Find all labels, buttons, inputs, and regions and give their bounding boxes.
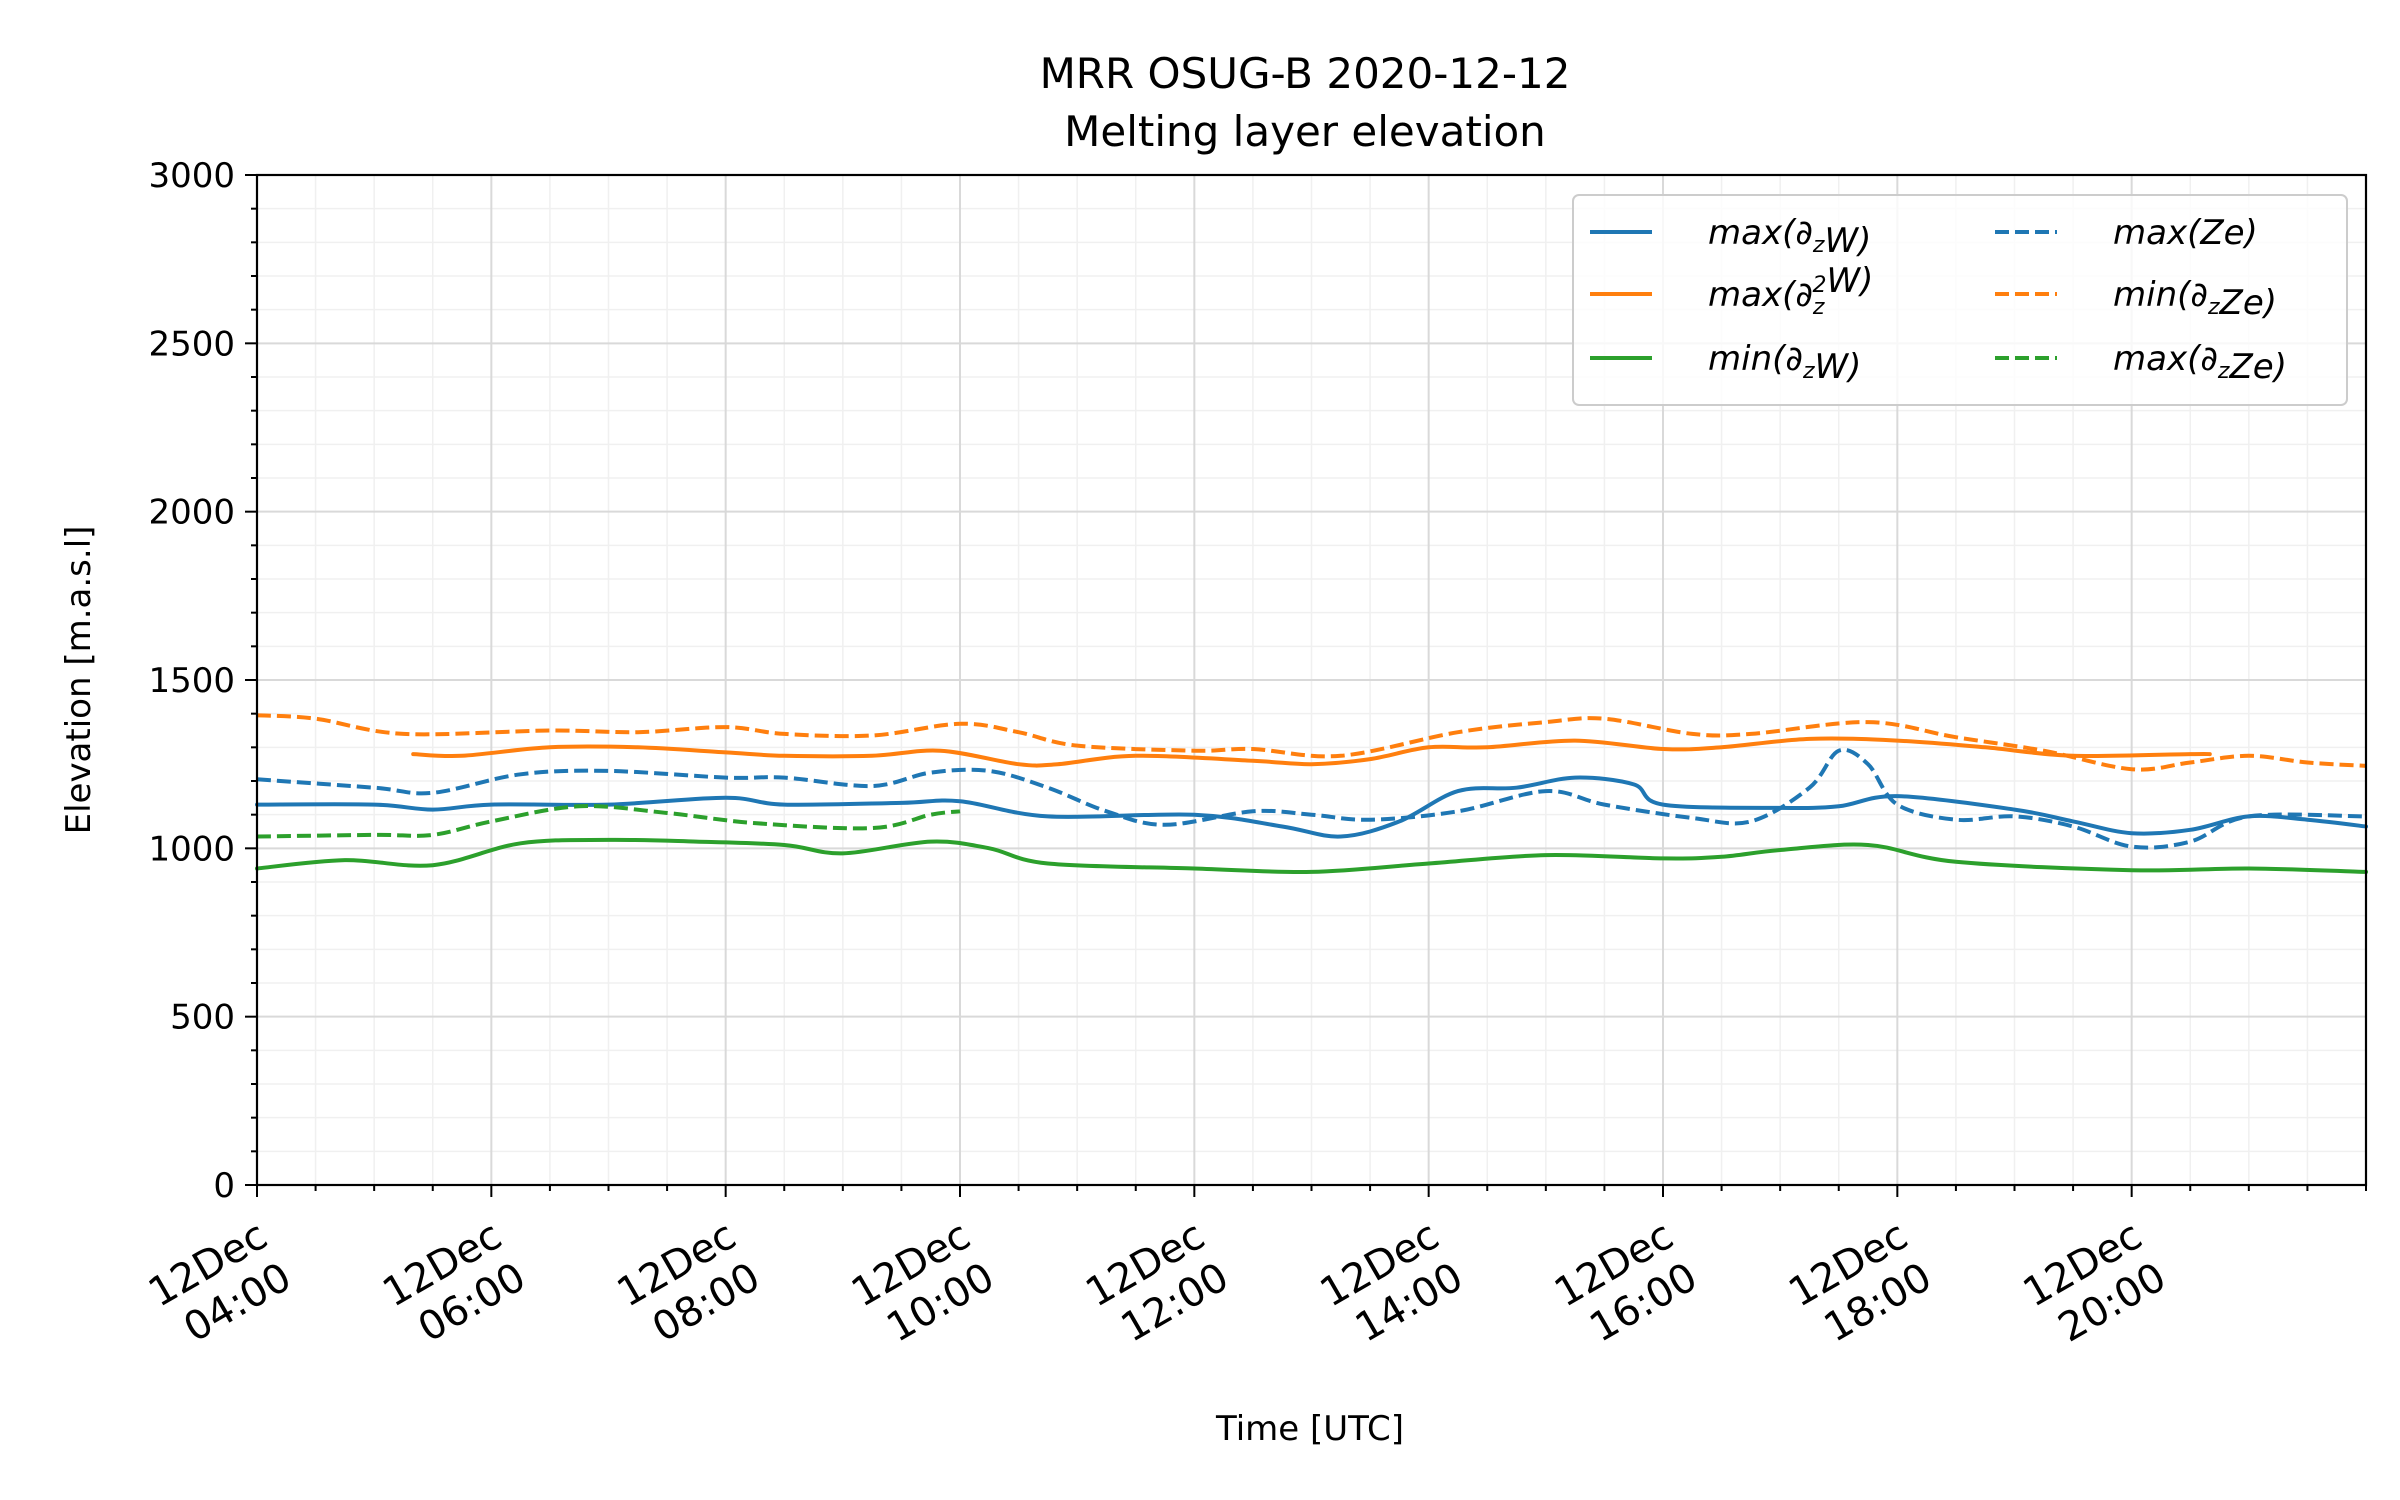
legend-box — [1572, 194, 2348, 406]
y-tick-label: 0 — [213, 1166, 235, 1206]
series-line-3-min-zw — [255, 837, 2368, 875]
y-axis-label: Elevation [m.a.s.l] — [59, 526, 99, 835]
y-axis: 0 500 1000 1500 2000 2500 3000 — [148, 156, 257, 1206]
chart-title: MRR OSUG-B 2020-12-12 Melting layer elev… — [1040, 49, 1571, 156]
legend-label: max(Ze) — [2113, 213, 2258, 253]
y-tick-label: 2500 — [148, 324, 235, 364]
legend-label: max(∂z2W) — [1708, 261, 1873, 320]
y-tick-label: 2000 — [148, 493, 235, 533]
series-line-4-max-ze-dashed — [256, 747, 2367, 850]
y-tick-label: 3000 — [148, 156, 235, 196]
legend-label: min(∂zZe) — [2113, 275, 2277, 323]
y-tick-label: 1500 — [148, 661, 235, 701]
y-tick-label: 1000 — [148, 829, 235, 869]
series-line-6-max-zze-dashed — [256, 804, 961, 839]
chart-title-line-2: Melting layer elevation — [1064, 107, 1546, 156]
legend-label: min(∂zW) — [1708, 339, 1861, 387]
x-axis-label: Time [UTC] — [1215, 1409, 1404, 1449]
legend: max(∂zW)max(∂z2W) min(∂zW) max(Ze) min(∂zZe… — [1572, 194, 2348, 406]
y-tick-label: 500 — [170, 998, 235, 1038]
legend-label: max(∂zZe) — [2113, 339, 2287, 387]
chart-title-line-1: MRR OSUG-B 2020-12-12 — [1040, 49, 1571, 98]
series-line-5-min-zze-dashed — [256, 713, 2367, 772]
plot-area — [255, 713, 2368, 875]
series-line-2-max-z-w — [411, 736, 2212, 768]
legend-label: max(∂zW) — [1708, 213, 1871, 261]
